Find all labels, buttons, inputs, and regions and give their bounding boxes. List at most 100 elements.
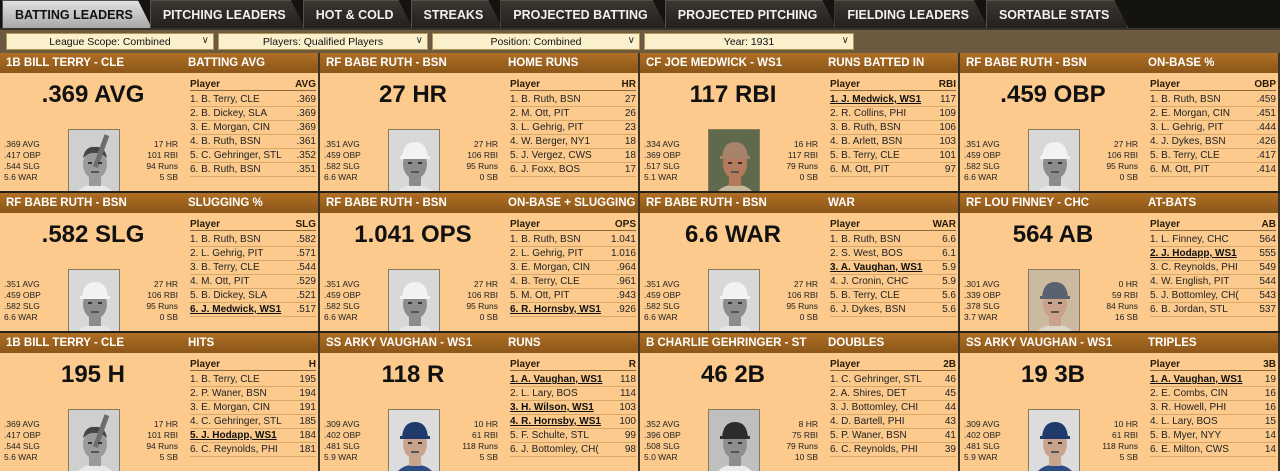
player-cell[interactable]: 3. C. Reynolds, PHI xyxy=(1150,262,1238,273)
table-row[interactable]: 5. M. Ott, PIT .943 xyxy=(510,289,636,303)
table-row[interactable]: 6. R. Hornsby, WS1 .926 xyxy=(510,303,636,317)
table-row[interactable]: 6. M. Ott, PIT 97 xyxy=(830,163,956,177)
player-column-header[interactable]: Player xyxy=(1150,359,1181,370)
table-row[interactable]: 6. M. Ott, PIT .414 xyxy=(1150,163,1276,177)
table-row[interactable]: 6. E. Milton, CWS 14 xyxy=(1150,443,1276,457)
player-cell[interactable]: 3. R. Howell, PHI xyxy=(1150,402,1227,413)
player-cell[interactable]: 6. B. Ruth, BSN xyxy=(190,164,261,175)
table-row[interactable]: 2. R. Collins, PHI 109 xyxy=(830,107,956,121)
stat-column-header[interactable]: AVG xyxy=(295,79,316,90)
table-row[interactable]: 6. B. Ruth, BSN .351 xyxy=(190,163,316,177)
player-photo[interactable] xyxy=(388,409,440,471)
table-row[interactable]: 1. A. Vaughan, WS1 19 xyxy=(1150,373,1276,387)
leader-name[interactable]: B CHARLIE GEHRINGER - ST xyxy=(646,337,807,349)
player-photo[interactable] xyxy=(388,269,440,331)
player-cell[interactable]: 5. J. Hodapp, WS1 xyxy=(190,430,277,441)
player-column-header[interactable]: Player xyxy=(510,359,541,370)
player-cell[interactable]: 2. J. Hodapp, WS1 xyxy=(1150,248,1237,259)
player-cell[interactable]: 3. H. Wilson, WS1 xyxy=(510,402,594,413)
table-row[interactable]: 4. W. Berger, NY1 18 xyxy=(510,135,636,149)
player-cell[interactable]: 2. P. Waner, BSN xyxy=(190,388,267,399)
player-cell[interactable]: 1. B. Ruth, BSN xyxy=(510,94,581,105)
player-cell[interactable]: 4. C. Gehringer, STL xyxy=(190,416,282,427)
player-cell[interactable]: 1. B. Ruth, BSN xyxy=(510,234,581,245)
table-row[interactable]: 2. J. Hodapp, WS1 555 xyxy=(1150,247,1276,261)
table-row[interactable]: 4. B. Ruth, BSN .361 xyxy=(190,135,316,149)
stat-column-header[interactable]: R xyxy=(628,359,636,370)
player-photo[interactable] xyxy=(68,129,120,191)
stat-column-header[interactable]: OBP xyxy=(1254,79,1276,90)
table-row[interactable]: 3. L. Gehrig, PIT .444 xyxy=(1150,121,1276,135)
table-row[interactable]: 4. L. Lary, BOS 15 xyxy=(1150,415,1276,429)
leader-name[interactable]: RF BABE RUTH - BSN xyxy=(326,197,447,209)
player-cell[interactable]: 6. B. Jordan, STL xyxy=(1150,304,1228,315)
player-cell[interactable]: 5. M. Ott, PIT xyxy=(510,290,570,301)
player-photo[interactable] xyxy=(1028,269,1080,331)
player-cell[interactable]: 2. E. Combs, CIN xyxy=(1150,388,1228,399)
stat-column-header[interactable]: OPS xyxy=(614,219,636,230)
table-row[interactable]: 5. J. Vergez, CWS 18 xyxy=(510,149,636,163)
player-cell[interactable]: 6. M. Ott, PIT xyxy=(1150,164,1210,175)
player-cell[interactable]: 3. L. Gehrig, PIT xyxy=(1150,122,1224,133)
table-row[interactable]: 5. B. Myer, NYY 14 xyxy=(1150,429,1276,443)
table-row[interactable]: 4. R. Hornsby, WS1 100 xyxy=(510,415,636,429)
stat-column-header[interactable]: SLG xyxy=(295,219,316,230)
leader-name[interactable]: RF BABE RUTH - BSN xyxy=(326,57,447,69)
player-cell[interactable]: 4. D. Bartell, PHI xyxy=(830,416,905,427)
player-cell[interactable]: 4. J. Dykes, BSN xyxy=(1150,136,1226,147)
leader-name[interactable]: RF BABE RUTH - BSN xyxy=(646,197,767,209)
table-row[interactable]: 2. L. Gehrig, PIT .571 xyxy=(190,247,316,261)
player-cell[interactable]: 3. A. Vaughan, WS1 xyxy=(830,262,923,273)
table-row[interactable]: 3. L. Gehrig, PIT 23 xyxy=(510,121,636,135)
player-column-header[interactable]: Player xyxy=(830,219,861,230)
table-row[interactable]: 3. A. Vaughan, WS1 5.9 xyxy=(830,261,956,275)
tab-sortable-stats[interactable]: SORTABLE STATS xyxy=(986,0,1128,28)
tab-batting-leaders[interactable]: BATTING LEADERS xyxy=(2,0,152,28)
table-row[interactable]: 2. A. Shires, DET 45 xyxy=(830,387,956,401)
player-cell[interactable]: 1. A. Vaughan, WS1 xyxy=(1150,374,1243,385)
player-cell[interactable]: 1. L. Finney, CHC xyxy=(1150,234,1229,245)
stat-column-header[interactable]: 3B xyxy=(1263,359,1276,370)
stat-column-header[interactable]: AB xyxy=(1261,219,1276,230)
player-cell[interactable]: 3. L. Gehrig, PIT xyxy=(510,122,584,133)
table-row[interactable]: 5. J. Bottomley, CH(543 xyxy=(1150,289,1276,303)
player-cell[interactable]: 6. J. Foxx, BOS xyxy=(510,164,581,175)
table-row[interactable]: 5. C. Gehringer, STL .352 xyxy=(190,149,316,163)
table-row[interactable]: 4. M. Ott, PIT .529 xyxy=(190,275,316,289)
player-cell[interactable]: 5. B. Terry, CLE xyxy=(830,290,900,301)
table-row[interactable]: 1. B. Terry, CLE .369 xyxy=(190,93,316,107)
player-cell[interactable]: 4. L. Lary, BOS xyxy=(1150,416,1218,427)
table-row[interactable]: 1. B. Ruth, BSN 6.6 xyxy=(830,233,956,247)
table-row[interactable]: 6. J. Dykes, BSN 5.6 xyxy=(830,303,956,317)
table-row[interactable]: 2. S. West, BOS 6.1 xyxy=(830,247,956,261)
player-cell[interactable]: 2. S. West, BOS xyxy=(830,248,903,259)
table-row[interactable]: 1. B. Terry, CLE 195 xyxy=(190,373,316,387)
player-column-header[interactable]: Player xyxy=(510,219,541,230)
player-column-header[interactable]: Player xyxy=(1150,219,1181,230)
tab-fielding-leaders[interactable]: FIELDING LEADERS xyxy=(834,0,988,28)
player-cell[interactable]: 5. B. Terry, CLE xyxy=(1150,150,1220,161)
table-row[interactable]: 1. B. Ruth, BSN 27 xyxy=(510,93,636,107)
player-cell[interactable]: 5. B. Terry, CLE xyxy=(830,150,900,161)
table-row[interactable]: 2. M. Ott, PIT 26 xyxy=(510,107,636,121)
table-row[interactable]: 4. C. Gehringer, STL 185 xyxy=(190,415,316,429)
table-row[interactable]: 3. H. Wilson, WS1 103 xyxy=(510,401,636,415)
player-cell[interactable]: 4. B. Ruth, BSN xyxy=(190,136,261,147)
player-cell[interactable]: 1. B. Terry, CLE xyxy=(190,94,260,105)
player-column-header[interactable]: Player xyxy=(830,79,861,90)
table-row[interactable]: 4. B. Terry, CLE .961 xyxy=(510,275,636,289)
player-cell[interactable]: 4. W. English, PIT xyxy=(1150,276,1230,287)
table-row[interactable]: 1. J. Medwick, WS1 117 xyxy=(830,93,956,107)
stat-column-header[interactable]: H xyxy=(308,359,316,370)
player-cell[interactable]: 2. R. Collins, PHI xyxy=(830,108,907,119)
table-row[interactable]: 1. L. Finney, CHC 564 xyxy=(1150,233,1276,247)
table-row[interactable]: 3. C. Reynolds, PHI 549 xyxy=(1150,261,1276,275)
table-row[interactable]: 4. J. Cronin, CHC 5.9 xyxy=(830,275,956,289)
table-row[interactable]: 3. B. Ruth, BSN 106 xyxy=(830,121,956,135)
player-cell[interactable]: 4. W. Berger, NY1 xyxy=(510,136,591,147)
player-cell[interactable]: 4. J. Cronin, CHC xyxy=(830,276,909,287)
tab-streaks[interactable]: STREAKS xyxy=(411,0,503,28)
player-photo[interactable] xyxy=(708,269,760,331)
table-row[interactable]: 5. B. Terry, CLE .417 xyxy=(1150,149,1276,163)
table-row[interactable]: 3. R. Howell, PHI 16 xyxy=(1150,401,1276,415)
